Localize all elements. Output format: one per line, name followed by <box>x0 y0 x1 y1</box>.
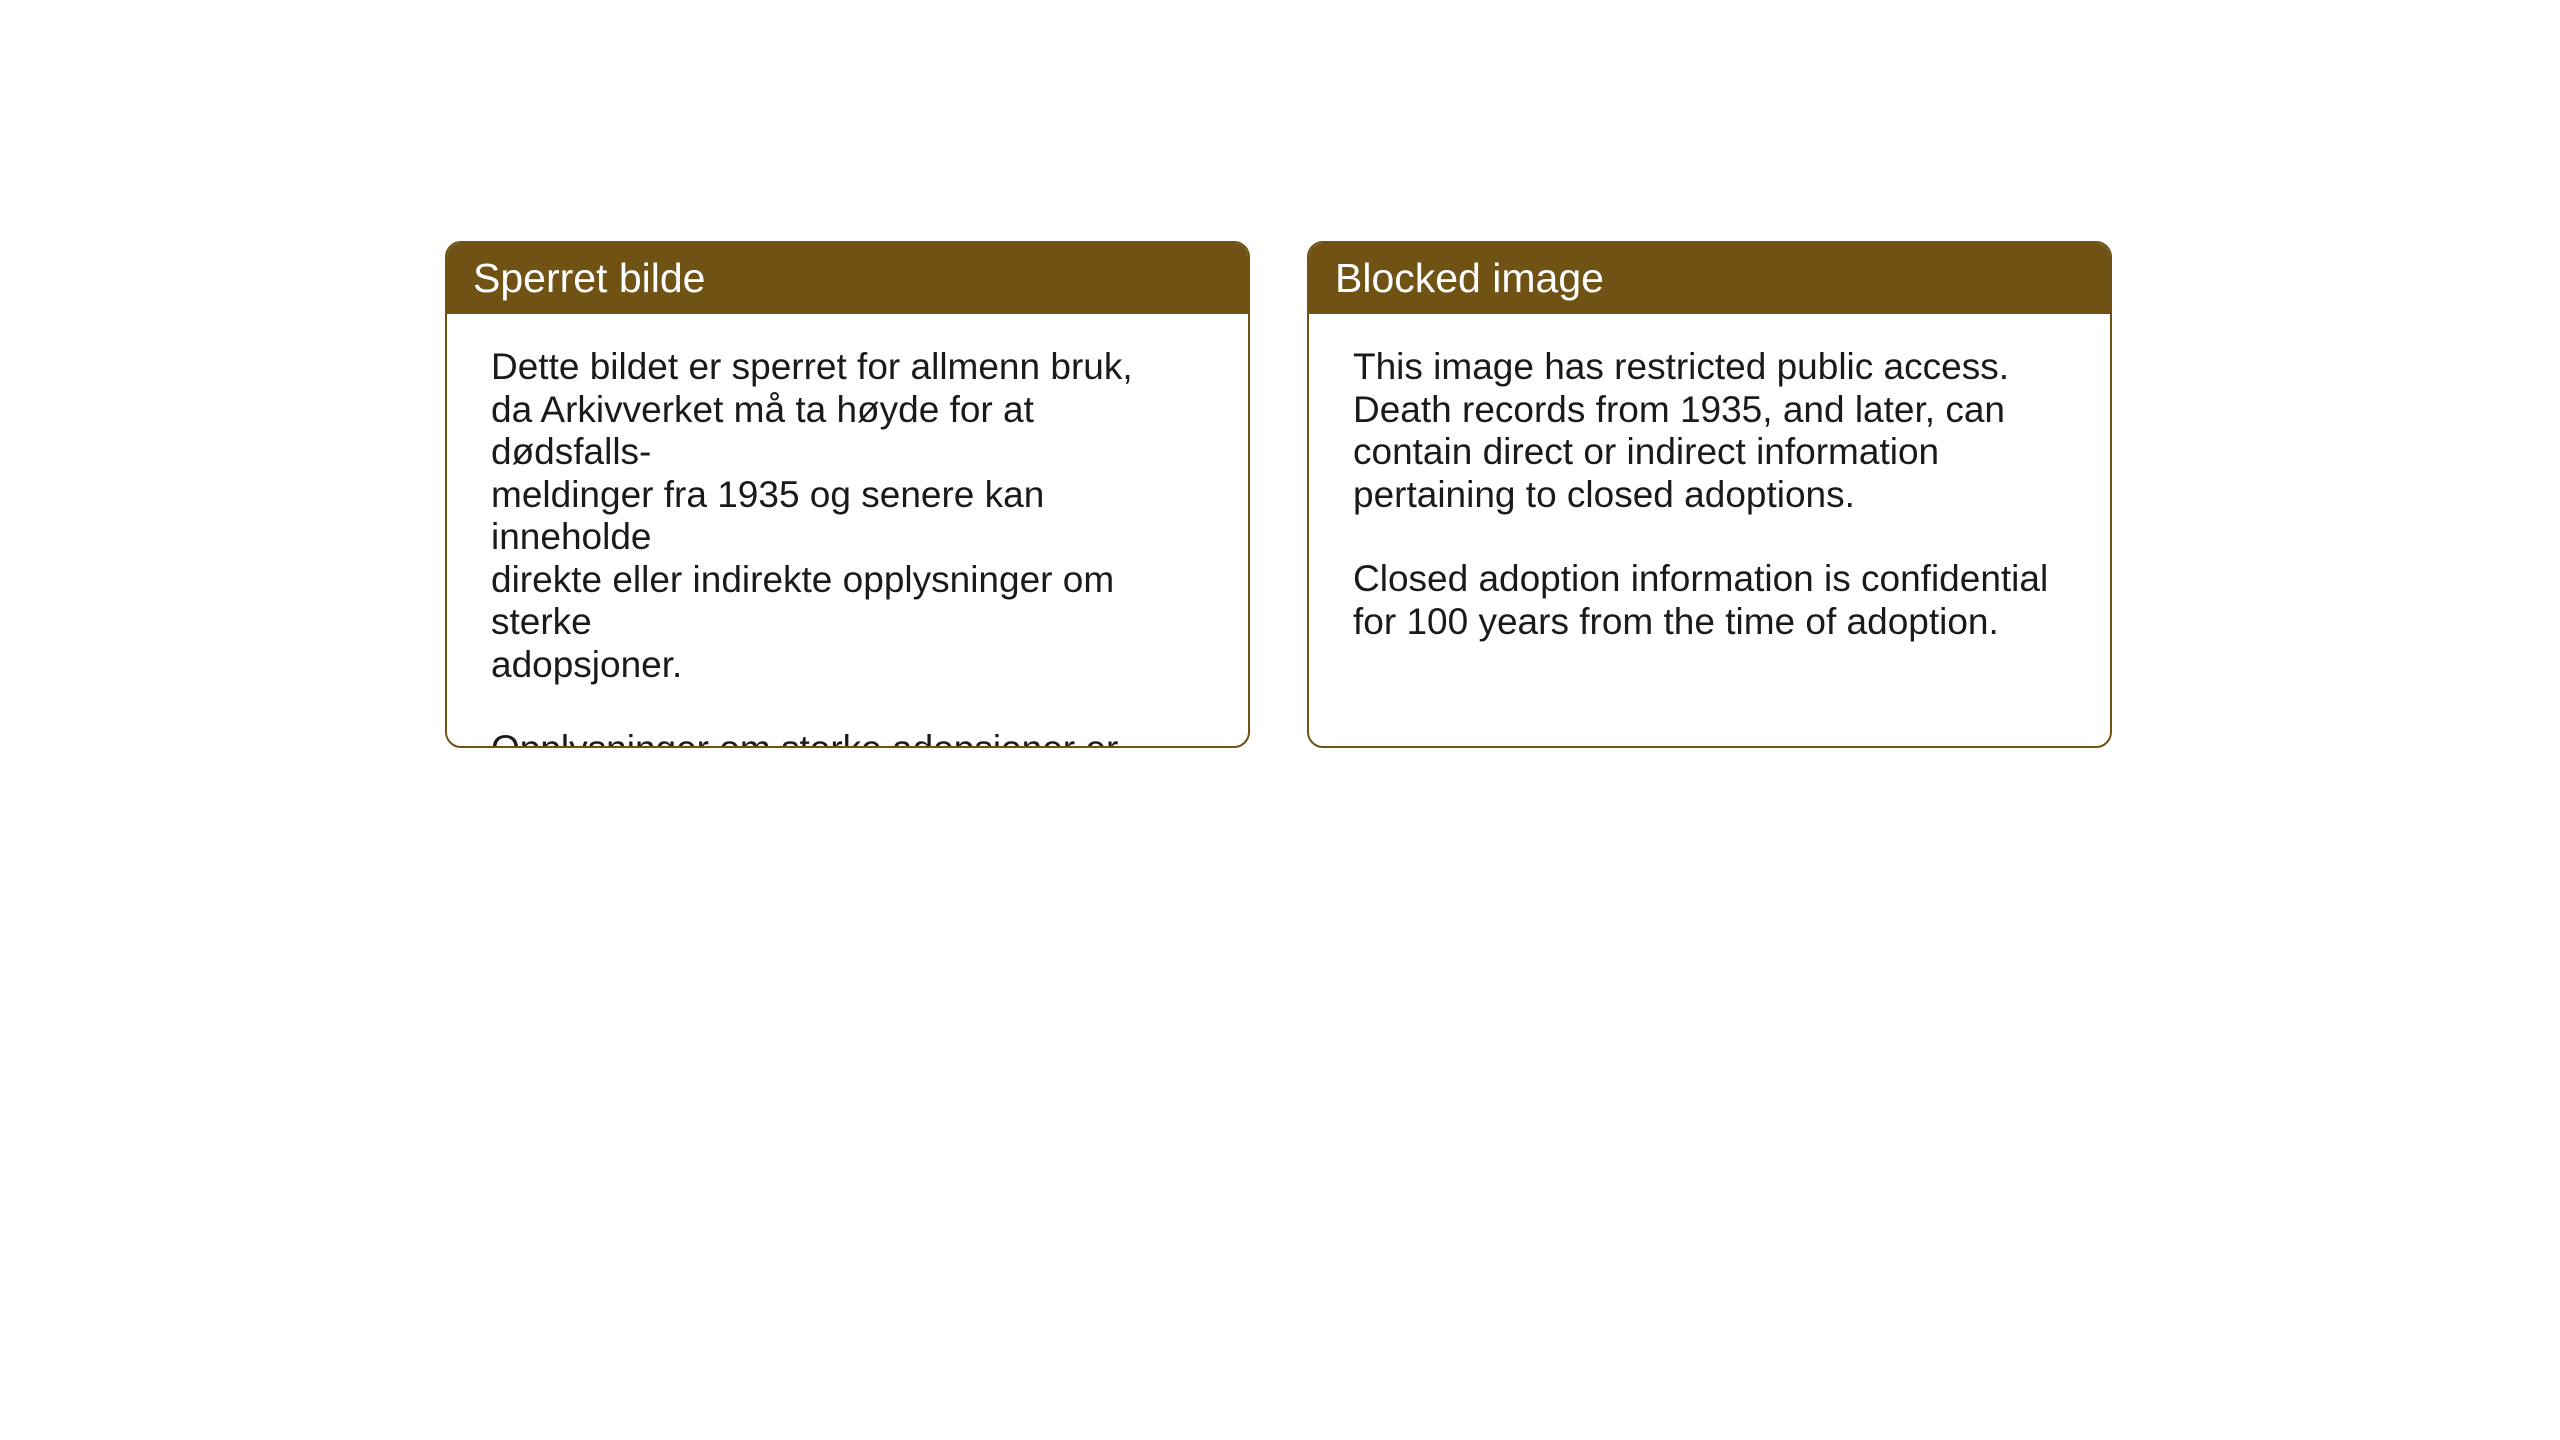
card-english-p1-l2: Death records from 1935, and later, can <box>1353 389 2066 432</box>
card-english-header: Blocked image <box>1309 243 2110 314</box>
card-norwegian-p1-l4: direkte eller indirekte opplysninger om … <box>491 559 1204 644</box>
card-english-p2-l1: Closed adoption information is confident… <box>1353 558 2066 601</box>
card-english-p1-l3: contain direct or indirect information <box>1353 431 2066 474</box>
card-english-body: This image has restricted public access.… <box>1309 314 2110 675</box>
card-norwegian-p1-l1: Dette bildet er sperret for allmenn bruk… <box>491 346 1204 389</box>
card-norwegian: Sperret bilde Dette bildet er sperret fo… <box>445 241 1250 748</box>
card-english-p2-l2: for 100 years from the time of adoption. <box>1353 601 2066 644</box>
card-norwegian-p1-l3: meldinger fra 1935 og senere kan innehol… <box>491 474 1204 559</box>
card-norwegian-p1-l2: da Arkivverket må ta høyde for at dødsfa… <box>491 389 1204 474</box>
card-norwegian-p1-l5: adopsjoner. <box>491 644 1204 687</box>
card-english-p1-l1: This image has restricted public access. <box>1353 346 2066 389</box>
card-english: Blocked image This image has restricted … <box>1307 241 2112 748</box>
card-english-title: Blocked image <box>1335 255 1604 301</box>
cards-container: Sperret bilde Dette bildet er sperret fo… <box>445 241 2560 748</box>
card-norwegian-header: Sperret bilde <box>447 243 1248 314</box>
card-norwegian-title: Sperret bilde <box>473 255 705 301</box>
paragraph-break <box>491 686 1204 728</box>
card-norwegian-body: Dette bildet er sperret for allmenn bruk… <box>447 314 1248 748</box>
card-norwegian-p2-l1: Opplysninger om sterke adopsjoner er <box>491 728 1204 748</box>
card-english-p1-l4: pertaining to closed adoptions. <box>1353 474 2066 517</box>
paragraph-break <box>1353 516 2066 558</box>
